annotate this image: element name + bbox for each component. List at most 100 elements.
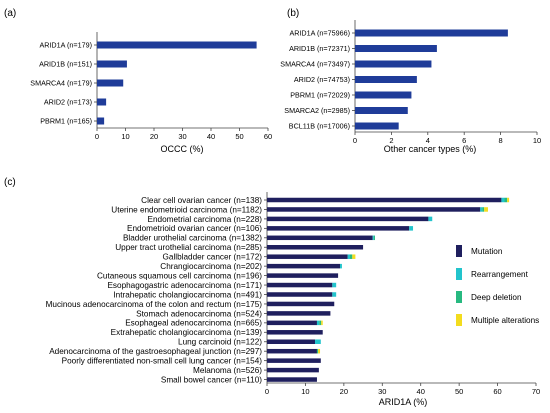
bar — [97, 60, 127, 68]
legend-swatch-deep_deletion — [456, 291, 462, 303]
bar-mutation — [267, 226, 410, 231]
bar-multiple_alterations — [321, 320, 323, 326]
category-label: Endometrioid ovarian cancer (n=106) — [127, 224, 262, 233]
panel-label-c: (c) — [4, 177, 16, 188]
bar-mutation — [267, 207, 481, 212]
x-tick-label: 10 — [301, 387, 309, 396]
axis-label-a: OCCC (%) — [161, 144, 204, 154]
bar — [355, 107, 408, 114]
bar-mutation — [267, 254, 348, 259]
x-tick-label: 30 — [178, 132, 186, 141]
bar-mutation — [267, 292, 333, 297]
bar-mutation — [267, 320, 317, 326]
category-label: Poorly differentiated non-small cell lun… — [62, 357, 263, 366]
bar — [355, 76, 417, 83]
category-label: PBRM1 (n=72029) — [290, 91, 350, 100]
category-label: ARID1B (n=72371) — [289, 44, 350, 53]
legend-label-rearrangement: Rearrangement — [471, 270, 529, 279]
bar-mutation — [267, 301, 335, 307]
x-tick-label: 60 — [493, 387, 501, 396]
x-tick-label: 30 — [378, 387, 386, 396]
category-label: Stomach adenocarcinoma (n=524) — [136, 309, 262, 318]
category-label: Melanoma (n=526) — [193, 366, 262, 375]
bar — [355, 122, 399, 130]
bar-rearrangement — [340, 263, 342, 269]
x-tick-label: 10 — [533, 136, 541, 145]
bar-mutation — [267, 377, 317, 382]
bar-mutation — [267, 358, 321, 363]
x-tick-label: 60 — [264, 132, 272, 141]
category-label: ARID1A (n=179) — [39, 41, 92, 50]
bar — [97, 79, 124, 87]
x-tick-label: 20 — [340, 387, 348, 396]
x-tick-label: 50 — [455, 387, 463, 396]
axis-label-b: Other cancer types (%) — [384, 144, 477, 154]
bar — [97, 41, 257, 49]
category-label: ARID2 (n=74753) — [294, 75, 350, 84]
x-tick-label: 4 — [426, 136, 430, 145]
bar-rearrangement — [409, 226, 414, 231]
category-label: SMARCA4 (n=73497) — [280, 60, 350, 69]
category-label: ARID1A (n=75966) — [289, 29, 350, 38]
category-label: ARID2 (n=173) — [44, 98, 92, 107]
x-tick-label: 70 — [532, 387, 540, 396]
category-label: Chrangiocarcinoma (n=202) — [160, 262, 262, 271]
bar — [97, 98, 107, 106]
legend-swatch-multiple_alterations — [456, 314, 462, 326]
panel-a-chart: 0 10 20 30 40 50 60 ARID1A (n=179) ARID1B (n=151… — [30, 32, 272, 141]
x-tick-label: 0 — [353, 136, 357, 145]
bar-mutation — [267, 348, 317, 354]
category-label: BCL11B (n=17006) — [289, 122, 350, 131]
bar-mutation — [267, 282, 333, 288]
bar-deep_deletion — [504, 197, 508, 203]
bar-mutation — [267, 197, 502, 203]
x-tick-label: 8 — [499, 136, 503, 145]
category-label: SMARCA4 (n=179) — [30, 79, 92, 88]
legend-swatch-rearrangement — [456, 268, 462, 280]
bar-mutation — [267, 330, 323, 335]
bar-rearrangement — [347, 254, 351, 259]
bar — [355, 29, 508, 37]
category-label: Mucinous adenocarcinoma of the colon and… — [46, 300, 263, 309]
category-label: ARID1B (n=151) — [39, 60, 92, 69]
category-label: Endometrial carcinoma (n=228) — [148, 215, 263, 224]
legend-label-multiple_alterations: Multiple alterations — [471, 316, 539, 325]
bar-deep_deletion — [350, 254, 353, 259]
bar-multiple_alterations — [507, 197, 510, 203]
x-tick-label: 10 — [121, 132, 129, 141]
bar-rearrangement — [428, 216, 433, 222]
bar-rearrangement — [501, 197, 505, 203]
legend-swatch-mutation — [456, 245, 462, 257]
bar-mutation — [267, 263, 341, 269]
bar-rearrangement — [315, 339, 321, 344]
bar — [355, 60, 432, 68]
bar-deep_deletion — [482, 207, 485, 212]
bar-mutation — [267, 367, 319, 373]
bar-multiple_alterations — [484, 207, 488, 212]
category-label: PBRM1 (n=165) — [40, 117, 92, 126]
x-tick-label: 40 — [207, 132, 215, 141]
panel-c-chart: 0 10 20 30 40 50 60 70 Clear cell ovarian cancer… — [46, 192, 540, 396]
bar-rearrangement — [332, 282, 337, 288]
category-label: Gallbladder cancer (n=172) — [163, 253, 263, 262]
category-label: Bladder urothelial carcinoma (n=1382) — [123, 234, 262, 243]
bar-rearrangement — [480, 207, 483, 212]
category-label: Esophagogastric adenocarcinoma (n=171) — [107, 281, 262, 290]
legend-label-deep_deletion: Deep deletion — [471, 293, 522, 302]
bar-mutation — [267, 311, 331, 316]
bar-rearrangement — [316, 320, 320, 326]
bar — [355, 45, 437, 52]
category-label: Adenocarcinoma of the gastroesophageal j… — [49, 347, 262, 356]
x-tick-label: 50 — [235, 132, 243, 141]
axis-label-c: ARID1A (%) — [379, 397, 428, 407]
bar-rearrangement — [332, 292, 337, 297]
bar — [355, 91, 412, 99]
bar-rearrangement — [372, 235, 374, 241]
bar — [97, 117, 105, 125]
category-label: Lung carcinoid (n=122) — [178, 338, 262, 347]
panel-label-b: (b) — [287, 8, 299, 19]
x-tick-label: 2 — [389, 136, 393, 145]
legend-label-mutation: Mutation — [471, 247, 503, 256]
category-label: Uterine endometrioid carcinoma (n=1182) — [111, 205, 262, 214]
